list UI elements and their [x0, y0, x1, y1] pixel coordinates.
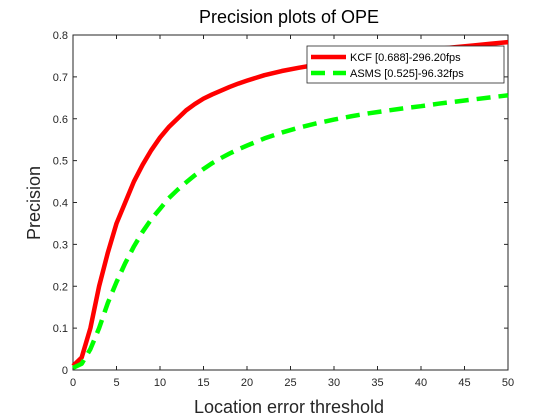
x-tick-label: 0	[70, 377, 76, 389]
y-tick-label: 0.3	[53, 239, 68, 251]
x-axis-label: Location error threshold	[194, 397, 384, 417]
y-tick-label: 0.5	[53, 156, 68, 168]
y-tick-label: 0.7	[53, 72, 68, 84]
x-tick-label: 45	[458, 377, 470, 389]
y-tick-label: 0.2	[53, 281, 68, 293]
y-tick-label: 0.4	[53, 198, 68, 210]
x-tick-label: 50	[502, 377, 514, 389]
y-axis-label: Precision	[24, 166, 44, 240]
y-axis: 0 0.1 0.2 0.3 0.4 0.5 0.6 0.7 0.8	[53, 30, 508, 377]
legend-box	[306, 45, 505, 84]
y-tick-label: 0.6	[53, 114, 68, 126]
x-axis: 0 5 10 15 20 25 30 35 40 45 50	[70, 35, 514, 389]
y-tick-label: 0.1	[53, 323, 68, 335]
y-tick-label: 0	[62, 365, 68, 377]
x-tick-label: 25	[284, 377, 296, 389]
legend-label-kcf: KCF [0.688]-296.20fps	[350, 52, 461, 64]
x-tick-label: 30	[328, 377, 340, 389]
y-tick-label: 0.8	[53, 30, 68, 42]
chart-title: Precision plots of OPE	[199, 7, 379, 27]
plot-area	[72, 34, 509, 371]
x-tick-label: 20	[241, 377, 253, 389]
x-tick-label: 35	[371, 377, 383, 389]
x-tick-label: 15	[197, 377, 209, 389]
x-tick-label: 5	[113, 377, 119, 389]
x-tick-label: 40	[415, 377, 427, 389]
x-tick-label: 10	[154, 377, 166, 389]
series-line-asms	[72, 93, 509, 370]
legend: KCF [0.688]-296.20fps ASMS [0.525]-96.32…	[306, 45, 505, 84]
legend-label-asms: ASMS [0.525]-96.32fps	[350, 68, 464, 80]
